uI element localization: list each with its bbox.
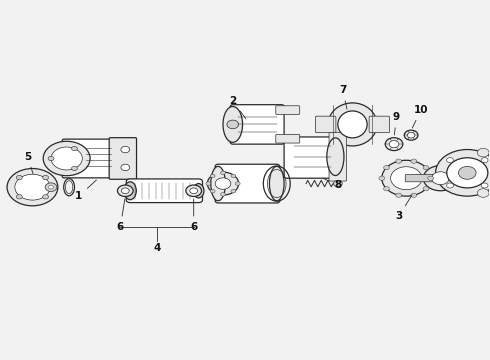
Circle shape [220, 193, 225, 196]
Ellipse shape [270, 166, 284, 201]
Circle shape [432, 172, 449, 185]
Circle shape [423, 166, 458, 191]
FancyBboxPatch shape [405, 175, 439, 182]
Circle shape [411, 159, 416, 163]
FancyBboxPatch shape [369, 116, 390, 133]
Ellipse shape [327, 138, 344, 176]
Circle shape [379, 176, 385, 180]
FancyBboxPatch shape [215, 164, 280, 203]
FancyBboxPatch shape [276, 134, 300, 143]
Text: 6: 6 [117, 199, 125, 231]
Circle shape [481, 158, 488, 163]
FancyBboxPatch shape [62, 139, 130, 178]
Circle shape [423, 186, 429, 191]
Circle shape [411, 193, 416, 197]
Circle shape [235, 182, 240, 185]
Circle shape [215, 178, 231, 189]
Circle shape [72, 166, 77, 171]
Circle shape [385, 138, 403, 150]
FancyBboxPatch shape [329, 132, 346, 181]
Circle shape [45, 183, 57, 192]
Circle shape [186, 185, 201, 197]
Circle shape [459, 166, 476, 179]
Circle shape [210, 174, 215, 178]
Circle shape [477, 148, 489, 157]
Circle shape [231, 174, 236, 178]
Circle shape [481, 183, 488, 188]
Text: 4: 4 [153, 243, 161, 253]
Text: 3: 3 [395, 195, 412, 221]
Text: 1: 1 [75, 180, 97, 201]
Circle shape [396, 159, 402, 163]
Circle shape [122, 188, 129, 194]
Circle shape [384, 186, 390, 191]
FancyBboxPatch shape [284, 137, 338, 178]
Text: 10: 10 [412, 105, 428, 128]
Circle shape [407, 132, 415, 138]
Circle shape [227, 120, 239, 129]
Circle shape [43, 195, 49, 199]
Circle shape [206, 182, 211, 185]
Text: 5: 5 [24, 152, 33, 174]
FancyBboxPatch shape [276, 106, 300, 114]
Circle shape [384, 166, 390, 170]
Circle shape [207, 172, 239, 195]
Circle shape [190, 188, 197, 194]
Circle shape [404, 130, 418, 140]
Circle shape [447, 158, 488, 188]
Circle shape [333, 180, 342, 187]
FancyBboxPatch shape [109, 138, 137, 179]
Ellipse shape [338, 111, 367, 138]
Circle shape [446, 158, 453, 163]
Ellipse shape [124, 182, 136, 200]
Circle shape [436, 149, 490, 196]
Circle shape [72, 147, 77, 151]
Circle shape [43, 175, 49, 180]
Ellipse shape [223, 107, 243, 142]
Circle shape [7, 168, 58, 206]
Circle shape [231, 189, 236, 193]
Circle shape [118, 185, 133, 197]
Circle shape [391, 167, 422, 190]
Ellipse shape [193, 184, 204, 198]
Circle shape [428, 176, 434, 180]
Circle shape [16, 195, 22, 199]
Text: 2: 2 [229, 96, 246, 118]
Ellipse shape [211, 166, 225, 201]
Circle shape [48, 156, 54, 161]
Circle shape [220, 171, 225, 175]
FancyBboxPatch shape [126, 179, 202, 203]
Circle shape [396, 193, 402, 197]
Circle shape [43, 141, 90, 176]
Text: 6: 6 [190, 199, 197, 231]
Circle shape [477, 189, 489, 197]
Text: 9: 9 [393, 112, 400, 135]
Circle shape [446, 183, 453, 188]
FancyBboxPatch shape [316, 116, 336, 133]
Circle shape [423, 166, 429, 170]
Circle shape [16, 175, 22, 180]
Circle shape [49, 185, 53, 189]
Text: 7: 7 [339, 85, 347, 109]
Text: 8: 8 [323, 178, 342, 190]
Circle shape [121, 146, 130, 153]
Circle shape [389, 141, 399, 148]
Circle shape [51, 147, 82, 170]
Ellipse shape [328, 103, 377, 146]
Circle shape [121, 164, 130, 171]
FancyBboxPatch shape [230, 105, 284, 144]
Circle shape [210, 189, 215, 193]
Circle shape [382, 160, 431, 196]
Circle shape [15, 174, 50, 200]
